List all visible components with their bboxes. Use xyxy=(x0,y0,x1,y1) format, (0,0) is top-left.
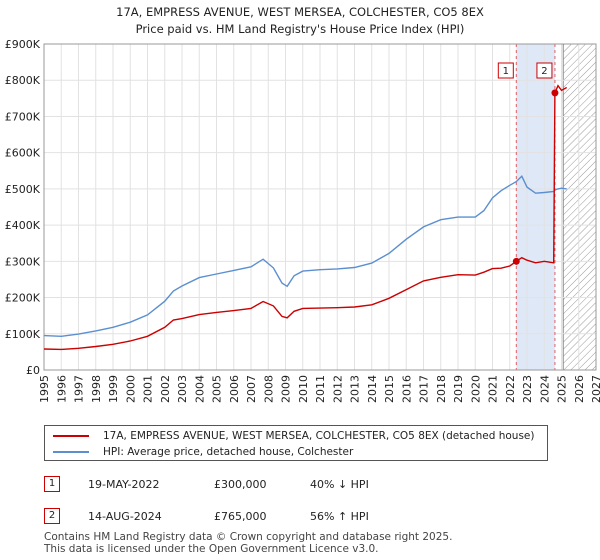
x-tick-label-4: 1999 xyxy=(107,375,120,403)
price-chart: 17A, EMPRESS AVENUE, WEST MERSEA, COLCHE… xyxy=(5,5,600,403)
x-tick-label-22: 2017 xyxy=(418,375,431,403)
forecast-hatch xyxy=(563,44,596,370)
x-tick-label-16: 2011 xyxy=(314,375,327,403)
x-tick-label-32: 2027 xyxy=(590,375,600,403)
ownership-shading xyxy=(516,44,555,370)
sale-price-2: £765,000 xyxy=(214,510,267,523)
sale-marker-1: 1 xyxy=(44,476,60,492)
footer-copyright: Contains HM Land Registry data © Crown c… xyxy=(44,531,453,543)
plot-frame xyxy=(43,43,597,371)
x-tick-label-24: 2019 xyxy=(452,375,465,403)
chart-title: 17A, EMPRESS AVENUE, WEST MERSEA, COLCHE… xyxy=(116,5,484,19)
y-tick-label-9: £900K xyxy=(5,38,41,51)
x-tick-label-7: 2002 xyxy=(159,375,172,403)
sale-date-1: 19-MAY-2022 xyxy=(88,478,160,491)
x-tick-label-12: 2007 xyxy=(245,375,258,403)
chart-marker-label-2: 2 xyxy=(541,66,547,77)
x-tick-label-18: 2013 xyxy=(349,375,362,403)
x-tick-label-11: 2006 xyxy=(228,375,241,403)
y-tick-label-8: £800K xyxy=(5,74,41,87)
y-tick-label-3: £300K xyxy=(5,255,41,268)
x-tick-label-15: 2010 xyxy=(297,375,310,403)
x-tick-label-19: 2014 xyxy=(366,375,379,403)
property-series-line xyxy=(43,84,568,351)
x-tick-label-9: 2004 xyxy=(193,375,206,403)
x-tick-label-30: 2025 xyxy=(556,375,569,403)
sale-hpi-change-2: 56% ↑ HPI xyxy=(310,510,369,523)
legend-item-hpi: HPI: Average price, detached house, Colc… xyxy=(53,444,353,460)
legend-label-property: 17A, EMPRESS AVENUE, WEST MERSEA, COLCHE… xyxy=(103,430,535,442)
sale-row-1: 1 19-MAY-2022 £300,000 40% ↓ HPI xyxy=(44,476,564,494)
sale-date-2: 14-AUG-2024 xyxy=(88,510,162,523)
chart-marker-label-1: 1 xyxy=(503,66,509,77)
sale-row-2: 2 14-AUG-2024 £765,000 56% ↑ HPI xyxy=(44,508,564,526)
y-tick-label-4: £400K xyxy=(5,219,41,232)
chart-marker-box-2 xyxy=(536,62,553,79)
x-tick-label-31: 2026 xyxy=(573,375,586,403)
legend-swatch-hpi xyxy=(53,451,89,453)
y-tick-label-2: £200K xyxy=(5,292,41,305)
x-tick-label-5: 2000 xyxy=(124,375,137,403)
footer: Contains HM Land Registry data © Crown c… xyxy=(44,531,452,555)
legend-item-property: 17A, EMPRESS AVENUE, WEST MERSEA, COLCHE… xyxy=(53,428,534,444)
x-tick-label-20: 2015 xyxy=(383,375,396,403)
sale-point-1 xyxy=(512,257,520,265)
sale-hpi-change-1: 40% ↓ HPI xyxy=(310,478,369,491)
x-tick-label-10: 2005 xyxy=(211,375,224,403)
sale-marker-2: 2 xyxy=(44,508,60,524)
legend-label-hpi: HPI: Average price, detached house, Colc… xyxy=(103,446,354,458)
y-tick-label-6: £600K xyxy=(5,147,41,160)
footer-licence: This data is licensed under the Open Gov… xyxy=(44,543,379,555)
legend: 17A, EMPRESS AVENUE, WEST MERSEA, COLCHE… xyxy=(44,425,548,461)
chart-subtitle: Price paid vs. HM Land Registry's House … xyxy=(136,22,465,36)
x-tick-label-3: 1998 xyxy=(90,375,103,403)
legend-swatch-property xyxy=(53,435,89,437)
hpi-series-line xyxy=(43,175,567,338)
chart-marker-box-1 xyxy=(497,62,514,79)
x-tick-label-26: 2021 xyxy=(487,375,500,403)
x-tick-label-2: 1997 xyxy=(73,375,86,403)
x-tick-label-13: 2008 xyxy=(262,375,275,403)
sale-point-2 xyxy=(551,89,559,97)
y-tick-label-5: £500K xyxy=(5,183,41,196)
x-tick-label-6: 2001 xyxy=(142,375,155,403)
x-tick-label-8: 2003 xyxy=(176,375,189,403)
x-tick-label-29: 2024 xyxy=(538,375,551,403)
x-tick-label-0: 1995 xyxy=(38,375,51,403)
x-tick-label-23: 2018 xyxy=(435,375,448,403)
y-tick-label-0: £0 xyxy=(26,364,40,377)
x-tick-label-14: 2009 xyxy=(280,375,293,403)
x-tick-label-25: 2020 xyxy=(469,375,482,403)
x-tick-label-1: 1996 xyxy=(55,375,68,403)
y-tick-label-7: £700K xyxy=(5,110,41,123)
x-tick-label-28: 2023 xyxy=(521,375,534,403)
x-tick-label-27: 2022 xyxy=(504,375,517,403)
x-tick-label-17: 2012 xyxy=(331,375,344,403)
x-tick-label-21: 2016 xyxy=(400,375,413,403)
sale-price-1: £300,000 xyxy=(214,478,267,491)
y-tick-label-1: £100K xyxy=(5,328,41,341)
